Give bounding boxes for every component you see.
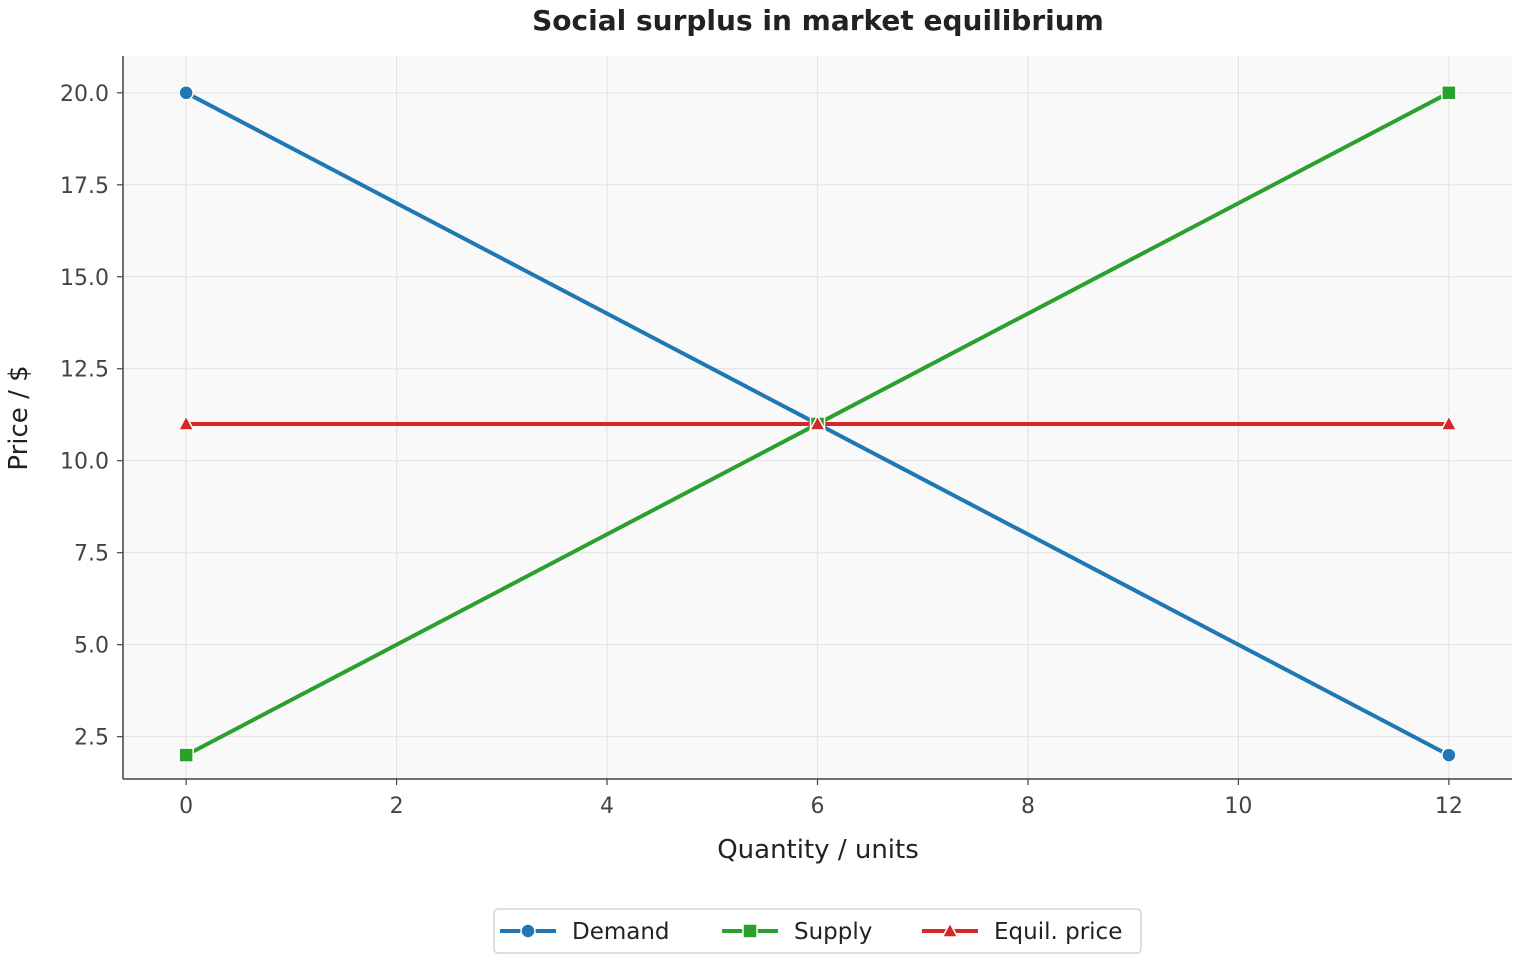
y-tick-label: 10.0 — [60, 450, 109, 475]
legend-box — [493, 908, 1142, 954]
legend-supply-marker — [742, 923, 758, 939]
y-tick-label: 17.5 — [60, 174, 109, 199]
equil-price-point — [177, 414, 195, 431]
legend-demand-marker — [520, 923, 536, 939]
legend: Demand Supply Equil. price — [493, 908, 1142, 954]
demand-point — [1441, 747, 1457, 763]
y-tick-label: 7.5 — [74, 542, 109, 567]
y-axis-label: Price / $ — [4, 365, 34, 470]
x-tick-label: 10 — [1224, 794, 1252, 819]
x-ticks: 0 2 4 6 8 10 12 — [179, 779, 1463, 819]
legend-demand-label: Demand — [572, 919, 670, 945]
x-tick-label: 2 — [390, 794, 404, 819]
supply-point — [178, 747, 194, 763]
x-tick-label: 12 — [1435, 794, 1463, 819]
x-tick-label: 4 — [600, 794, 614, 819]
y-tick-label: 20.0 — [60, 82, 109, 107]
legend-equil-price-marker — [941, 921, 959, 938]
legend-equil-price-label: Equil. price — [994, 919, 1122, 945]
supply-point — [1441, 85, 1457, 101]
y-tick-label: 2.5 — [74, 726, 109, 751]
x-tick-label: 6 — [811, 794, 825, 819]
x-tick-label: 0 — [179, 794, 193, 819]
x-tick-label: 8 — [1021, 794, 1035, 819]
y-tick-label: 12.5 — [60, 358, 109, 383]
equil-price-point — [1440, 414, 1458, 431]
y-ticks: 2.5 5.0 7.5 10.0 12.5 15.0 17.5 20.0 — [60, 82, 123, 751]
series-markers — [177, 85, 1458, 763]
y-tick-label: 15.0 — [60, 266, 109, 291]
demand-point — [178, 85, 194, 101]
legend-supply-label: Supply — [794, 919, 872, 945]
chart-title: Social surplus in market equilibrium — [532, 4, 1104, 37]
equil-price-point — [808, 414, 827, 431]
x-axis-label: Quantity / units — [717, 835, 919, 865]
grid — [123, 56, 1512, 779]
y-tick-label: 5.0 — [74, 634, 109, 659]
